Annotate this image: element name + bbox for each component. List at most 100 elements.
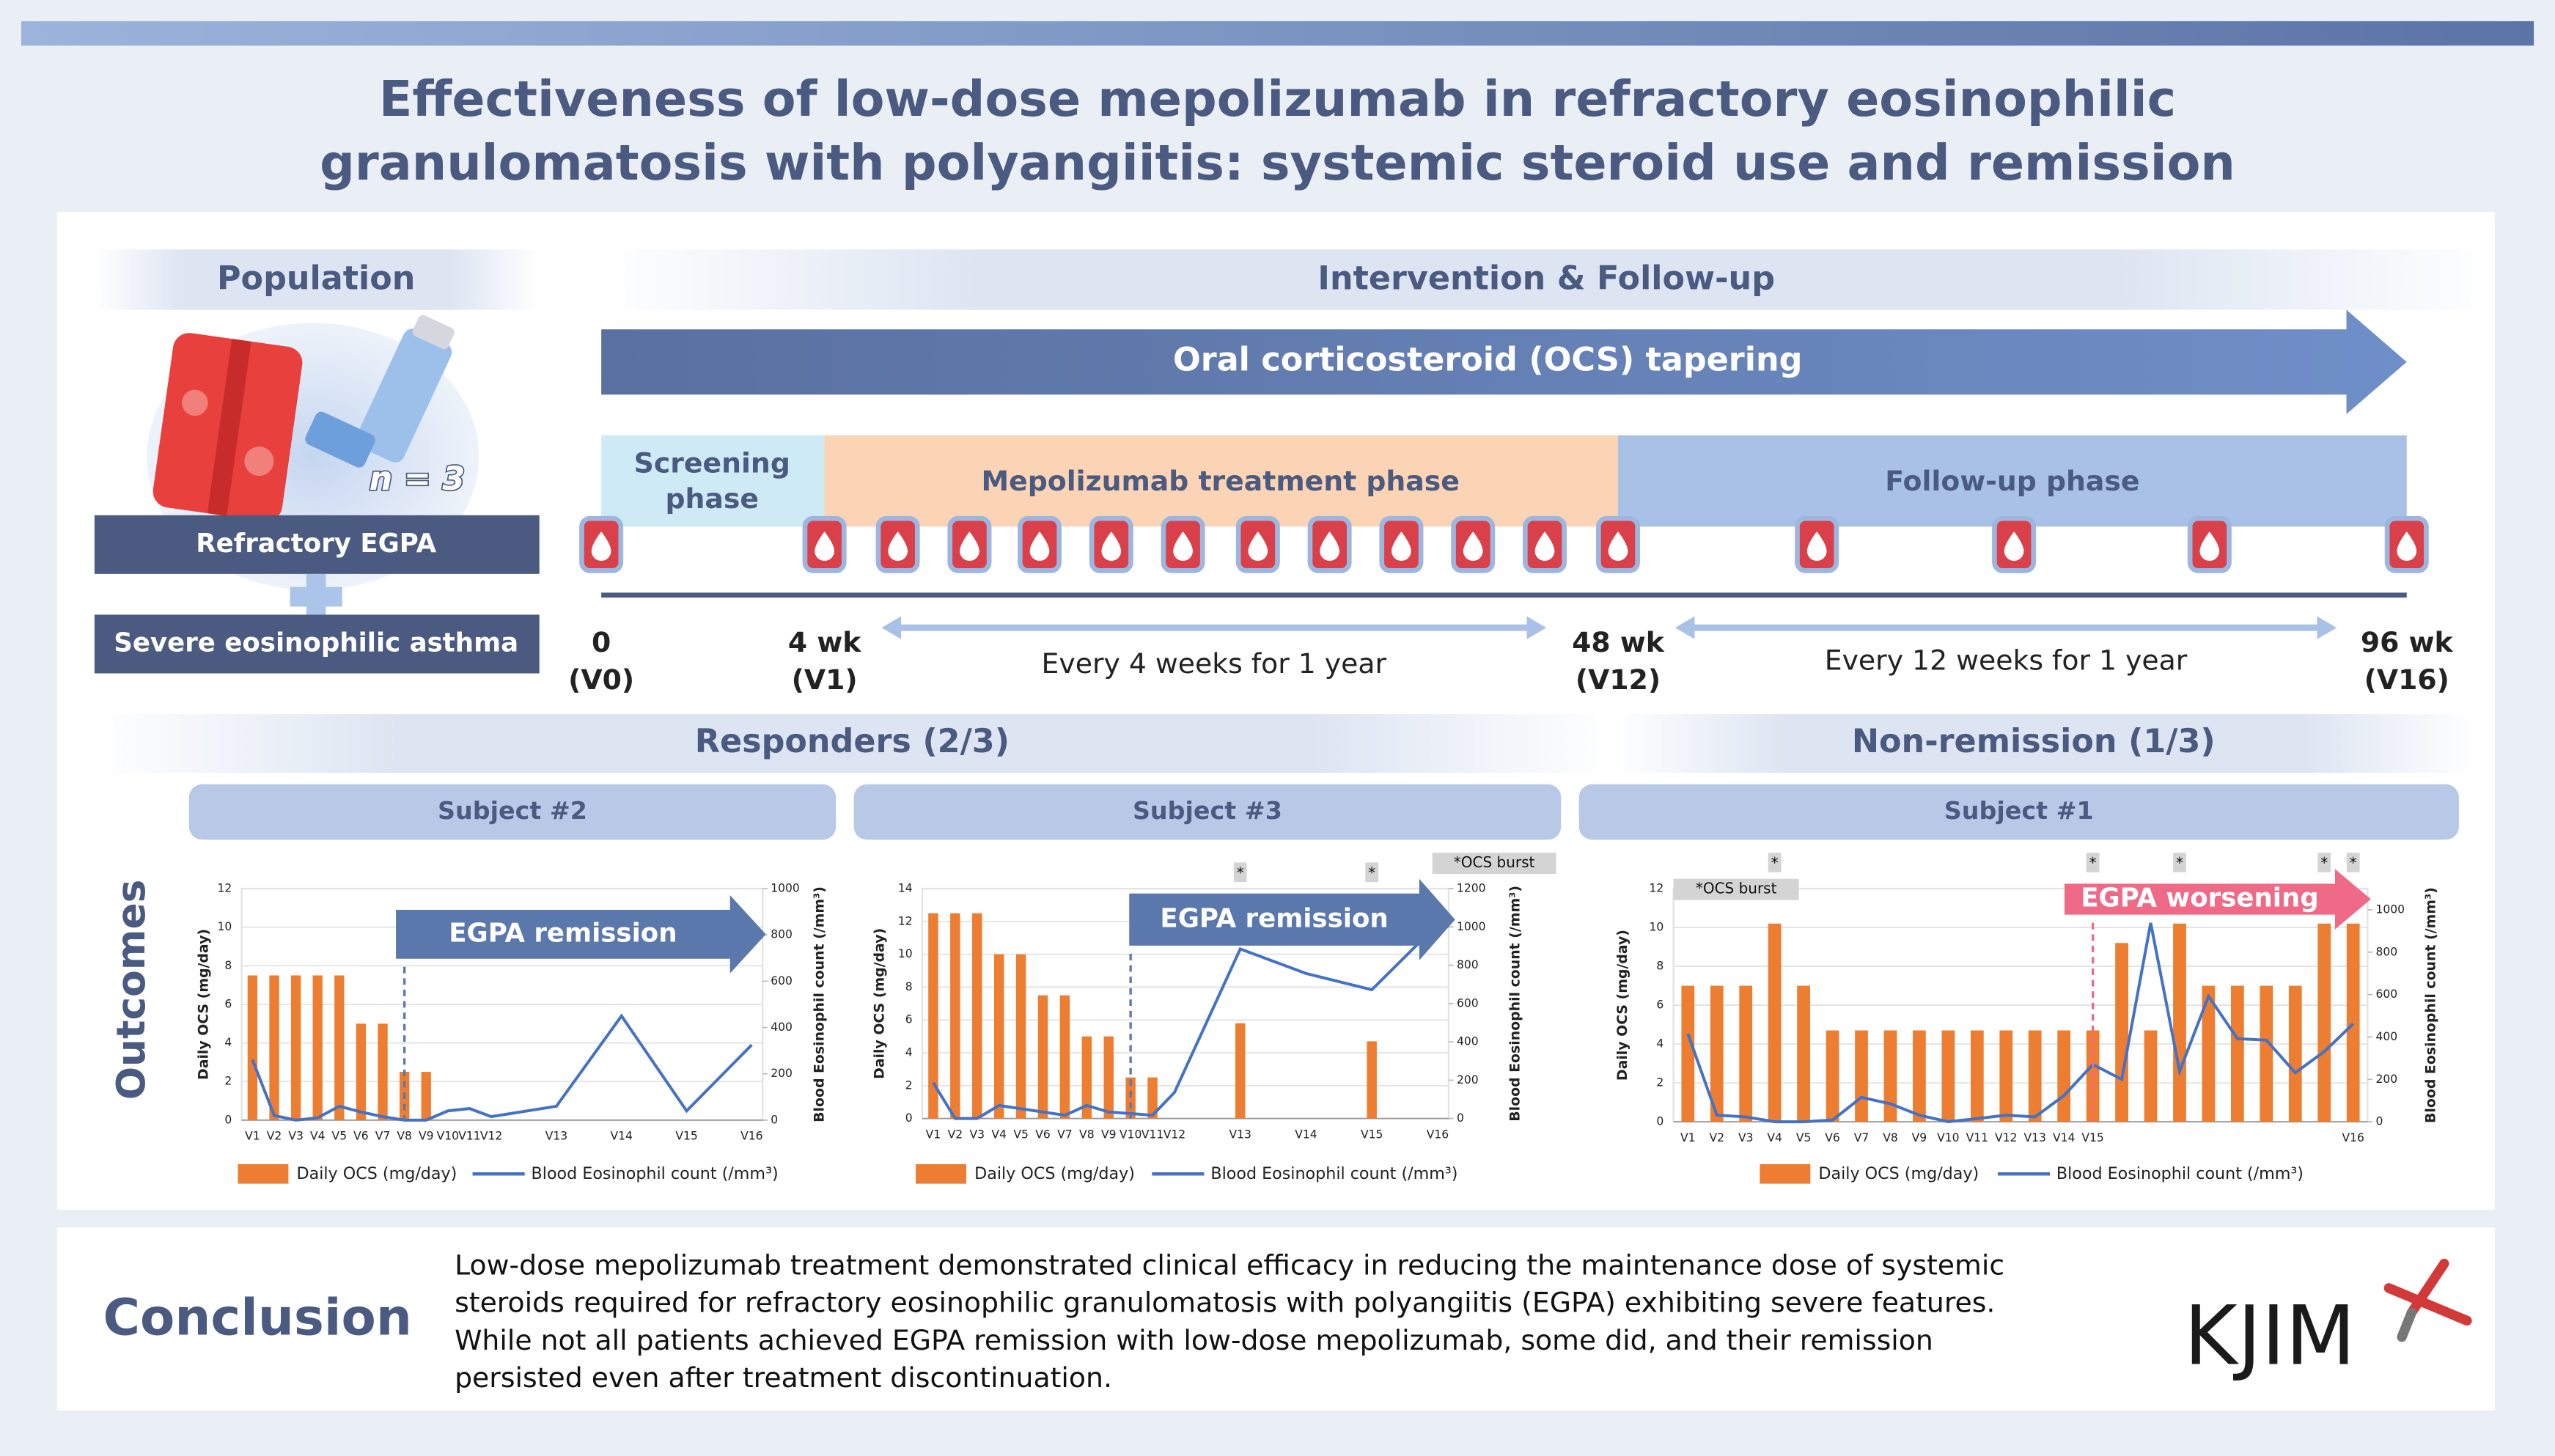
annotation-label: EGPA remission bbox=[449, 918, 677, 948]
y-tick-label: 8 bbox=[1656, 960, 1663, 973]
drop-icon bbox=[1029, 532, 1050, 562]
y-tick-label: 12 bbox=[1649, 882, 1663, 895]
x-tick-label: V2 bbox=[1709, 1131, 1724, 1144]
legend-label: Daily OCS (mg/day) bbox=[974, 1164, 1135, 1183]
timepoint: 0 bbox=[592, 626, 611, 658]
x-tick-label: V16 bbox=[2342, 1131, 2364, 1144]
y-tick-label: 6 bbox=[224, 997, 232, 1010]
title: Effectiveness of low-dose mepolizumab in… bbox=[379, 70, 2176, 128]
phase-label: Follow-up phase bbox=[1885, 465, 2139, 497]
subject-box bbox=[1578, 784, 2459, 840]
legend-label: Daily OCS (mg/day) bbox=[297, 1164, 457, 1183]
y-tick-label: 12 bbox=[898, 914, 913, 927]
x-tick-label: V14 bbox=[2053, 1131, 2076, 1144]
logo-mark bbox=[2383, 1258, 2472, 1326]
interval-arrow bbox=[1674, 616, 2337, 639]
ocs-bar bbox=[312, 975, 323, 1120]
y2-tick-label: 0 bbox=[1457, 1111, 1464, 1125]
logo-mark bbox=[2397, 1307, 2417, 1342]
ocs-bar bbox=[2057, 1030, 2071, 1122]
y2-tick-label: 1000 bbox=[2376, 902, 2405, 916]
star-box bbox=[2346, 853, 2360, 872]
star-label: * bbox=[1771, 854, 1779, 872]
y-tick-label: 6 bbox=[1656, 999, 1663, 1012]
x-tick-label: V8 bbox=[1079, 1128, 1095, 1141]
y-tick-label: 8 bbox=[905, 980, 913, 993]
x-tick-label: V9 bbox=[419, 1130, 434, 1143]
timepoint-visit: (V16) bbox=[2364, 663, 2449, 696]
x-tick-label: V12 bbox=[1163, 1128, 1185, 1141]
visit-icons bbox=[579, 515, 2429, 573]
ocs-bar bbox=[1037, 995, 1048, 1119]
y-tick-label: 4 bbox=[224, 1036, 232, 1049]
interval-label: Every 12 weeks for 1 year bbox=[1825, 644, 2188, 676]
x-tick-label: V12 bbox=[480, 1130, 502, 1143]
ocs-bar bbox=[1855, 1030, 1868, 1122]
x-tick-label: V11 bbox=[1966, 1131, 1988, 1144]
note-label: *OCS burst bbox=[1696, 880, 1777, 897]
star-label: * bbox=[1368, 864, 1375, 882]
drop-icon bbox=[1608, 532, 1628, 562]
x-tick-label: V8 bbox=[1883, 1131, 1898, 1144]
drop-icon bbox=[815, 532, 834, 562]
y-tick-label: 14 bbox=[898, 882, 913, 895]
phase-label: Screening bbox=[634, 446, 790, 479]
section-band bbox=[601, 249, 2495, 310]
conclusion-panel bbox=[56, 1227, 2495, 1411]
x-tick-label: V2 bbox=[948, 1128, 963, 1141]
phase-bar bbox=[601, 435, 825, 527]
y2-tick-label: 1200 bbox=[1457, 882, 1486, 895]
ocs-bar bbox=[1235, 1023, 1246, 1119]
star-label: * bbox=[2089, 854, 2097, 872]
x-tick-label: V13 bbox=[545, 1130, 567, 1143]
ocs-bar bbox=[2260, 985, 2273, 1122]
x-tick-label: V2 bbox=[267, 1130, 282, 1143]
y-tick-label: 4 bbox=[1656, 1037, 1663, 1051]
note-box bbox=[1673, 878, 1799, 900]
ocs-bar bbox=[1826, 1030, 1839, 1122]
ocs-bar bbox=[1970, 1030, 1984, 1122]
y2-tick-label: 600 bbox=[2376, 988, 2398, 1001]
annotation-label: EGPA worsening bbox=[2081, 883, 2318, 913]
ocs-bar bbox=[1147, 1077, 1158, 1119]
x-tick-label: V11 bbox=[1142, 1128, 1163, 1141]
x-tick-label: V1 bbox=[1680, 1131, 1696, 1144]
annotation-arrow bbox=[396, 894, 766, 974]
condition: Refractory EGPA bbox=[196, 529, 436, 559]
y-tick-label: 12 bbox=[217, 882, 232, 895]
x-tick-label: V3 bbox=[969, 1128, 985, 1141]
x-tick-label: V7 bbox=[1057, 1128, 1073, 1141]
y-tick-label: 4 bbox=[905, 1046, 913, 1059]
y2-tick-label: 800 bbox=[1457, 958, 1479, 971]
ocs-bar bbox=[334, 975, 345, 1120]
subject-title: Subject #2 bbox=[438, 796, 587, 825]
y-axis-label: Daily OCS (mg/day) bbox=[872, 928, 888, 1079]
ocs-bar bbox=[1710, 985, 1724, 1122]
legend-label: Blood Eosinophil count (/mm³) bbox=[532, 1164, 779, 1183]
y2-tick-label: 200 bbox=[771, 1067, 793, 1080]
star-box bbox=[2173, 853, 2186, 872]
conclusion-text: steroids required for refractory eosinop… bbox=[455, 1287, 1995, 1319]
drop-icon bbox=[1320, 532, 1339, 562]
ocs-bar bbox=[2115, 943, 2128, 1122]
drop-icon bbox=[2199, 532, 2220, 562]
ocs-bar bbox=[421, 1072, 431, 1120]
eosinophil-line bbox=[1686, 922, 2355, 1124]
ocs-bar bbox=[1081, 1036, 1092, 1119]
x-tick-label: V3 bbox=[288, 1130, 304, 1143]
x-tick-label: V10 bbox=[437, 1130, 459, 1143]
star-box bbox=[1768, 853, 1782, 872]
drop-icon bbox=[1248, 532, 1268, 562]
x-tick-label: V5 bbox=[332, 1130, 348, 1143]
ocs-bar bbox=[1681, 985, 1695, 1122]
y-tick-label: 2 bbox=[1656, 1076, 1663, 1089]
drop-icon bbox=[960, 532, 979, 562]
ocs-bar bbox=[2144, 1030, 2158, 1122]
x-tick-label: V16 bbox=[1427, 1128, 1449, 1141]
y2-axis-label: Blood Eosinophil count (/mm³) bbox=[2423, 887, 2439, 1123]
drop-icon bbox=[1806, 532, 1827, 562]
star-label: * bbox=[2176, 854, 2183, 872]
top-stripe bbox=[21, 21, 2534, 46]
inhaler-icon bbox=[305, 315, 455, 468]
y-tick-label: 10 bbox=[217, 920, 232, 933]
